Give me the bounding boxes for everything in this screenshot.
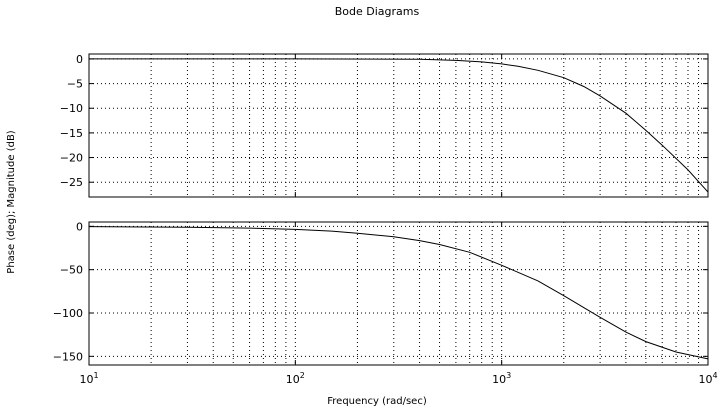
magnitude-panel: 0 −5 −10 −15 −20 −25 (60, 53, 709, 198)
magnitude-grid (89, 54, 708, 197)
y-tick-label: −20 (60, 152, 83, 165)
phase-curve (88, 226, 709, 360)
chart-title: Bode Diagrams (335, 5, 420, 18)
magnitude-y-ticks: 0 −5 −10 −15 −20 −25 (60, 53, 709, 197)
y-tick-label: −50 (60, 264, 83, 277)
y-tick-label: 0 (76, 220, 83, 233)
y-tick-label: −25 (60, 176, 83, 189)
phase-axes-box (88, 221, 709, 366)
x-tick-label: 102 (286, 371, 305, 386)
x-axis-label: Frequency (rad/sec) (327, 396, 427, 407)
y-tick-label: 0 (76, 53, 83, 66)
x-axis-tick-labels: 101 102 103 104 (79, 371, 717, 386)
y-tick-label: −15 (60, 127, 83, 140)
y-tick-label: −150 (53, 350, 83, 363)
y-tick-label: −100 (53, 307, 83, 320)
magnitude-axes-box (88, 53, 709, 198)
x-tick-label: 103 (492, 371, 511, 386)
y-axis-label: Phase (deg); Magnitude (dB) (6, 130, 17, 274)
magnitude-curve (89, 58, 709, 193)
x-tick-label: 104 (698, 371, 717, 386)
x-tick-label: 101 (79, 371, 98, 386)
y-tick-label: −10 (60, 102, 83, 115)
phase-y-ticks: 0 −50 −100 −150 (53, 220, 709, 365)
y-tick-label: −5 (67, 78, 83, 91)
phase-panel: 0 −50 −100 −150 (53, 220, 709, 366)
phase-grid (89, 222, 708, 365)
